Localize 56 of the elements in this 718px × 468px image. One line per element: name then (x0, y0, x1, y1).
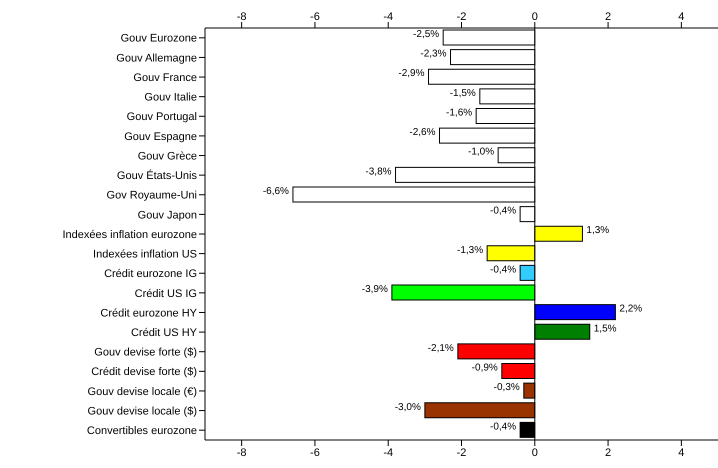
data-label: -2,1% (428, 342, 454, 354)
y-tick-label: Gouv France (133, 72, 197, 84)
y-tick-label: Crédit US IG (134, 288, 197, 300)
x2-tick-label: 0 (532, 446, 538, 459)
y-tick-label: Gouv Portugal (126, 111, 197, 124)
data-label: -3,9% (362, 284, 388, 296)
y-tick-label: Crédit US HY (130, 327, 198, 339)
y-tick-label: Convertibles eurozone (86, 425, 197, 438)
x-tick-label: 0 (532, 11, 538, 23)
data-label: 2,2% (619, 304, 642, 315)
y-tick-label: Indexées inflation US (93, 248, 197, 261)
y-tick-label: Gouv Allemagne (116, 52, 197, 64)
data-label: -3,8% (365, 166, 392, 178)
x-tick-label: -2 (456, 11, 466, 23)
y-tick-label: Indexées inflation eurozone (62, 228, 197, 241)
y-tick-label: Gouv devise locale (€) (88, 386, 197, 398)
y-tick-label: Gouv Grèce (138, 150, 197, 162)
y-tick-label: Gov Royaume-Uni (106, 190, 197, 202)
x2-tick-label: 2 (605, 446, 612, 459)
data-label: -0,4% (490, 421, 516, 432)
y-tick-label: Gouv Espagne (124, 130, 197, 143)
data-label: -0,9% (472, 362, 498, 374)
data-label: -0,3% (494, 382, 520, 394)
y-tick-label: Gouv Eurozone (120, 32, 197, 45)
x2-tick-label: -4 (383, 446, 394, 459)
data-label: -2,9% (398, 68, 425, 80)
x-tick-label: -4 (383, 11, 394, 23)
y-tick-label: Gouv Japon (138, 209, 197, 222)
data-label: 1,5% (594, 323, 617, 334)
x-tick-label: 2 (605, 11, 612, 23)
x2-tick-label: -6 (310, 446, 320, 459)
y-tick-label: Gouv Italie (144, 92, 197, 104)
y-tick-label: Gouv devise locale ($) (88, 405, 197, 418)
y-tick-label: Gouv devise forte ($) (94, 346, 197, 359)
data-label: -1,3% (457, 244, 484, 256)
data-label: -1,5% (450, 88, 476, 99)
x2-tick-label: -8 (236, 446, 247, 459)
y-tick-label: Crédit eurozone IG (104, 268, 197, 280)
data-label: -2,5% (413, 29, 440, 40)
y-tick-label: Crédit devise forte ($) (91, 366, 197, 378)
data-label: -1,6% (446, 107, 472, 118)
x-tick-label: -6 (310, 11, 320, 23)
x-tick-label: -8 (236, 11, 247, 23)
data-label: -0,4% (490, 264, 516, 276)
data-label: 1,3% (586, 225, 610, 236)
y-tick-label: Gouv États-Unis (116, 169, 198, 182)
data-label: -0,4% (490, 206, 516, 217)
x2-tick-label: 4 (678, 446, 684, 459)
x2-tick-label: -2 (456, 446, 466, 459)
data-label: -1,0% (468, 146, 494, 158)
data-label: -6,6% (262, 186, 290, 197)
y-tick-label: Crédit eurozone HY (100, 307, 198, 320)
data-label: -2,3% (420, 48, 447, 60)
data-label: -3,0% (394, 402, 421, 413)
data-label: -2,6% (409, 127, 436, 138)
x-tick-label: 4 (678, 11, 684, 23)
